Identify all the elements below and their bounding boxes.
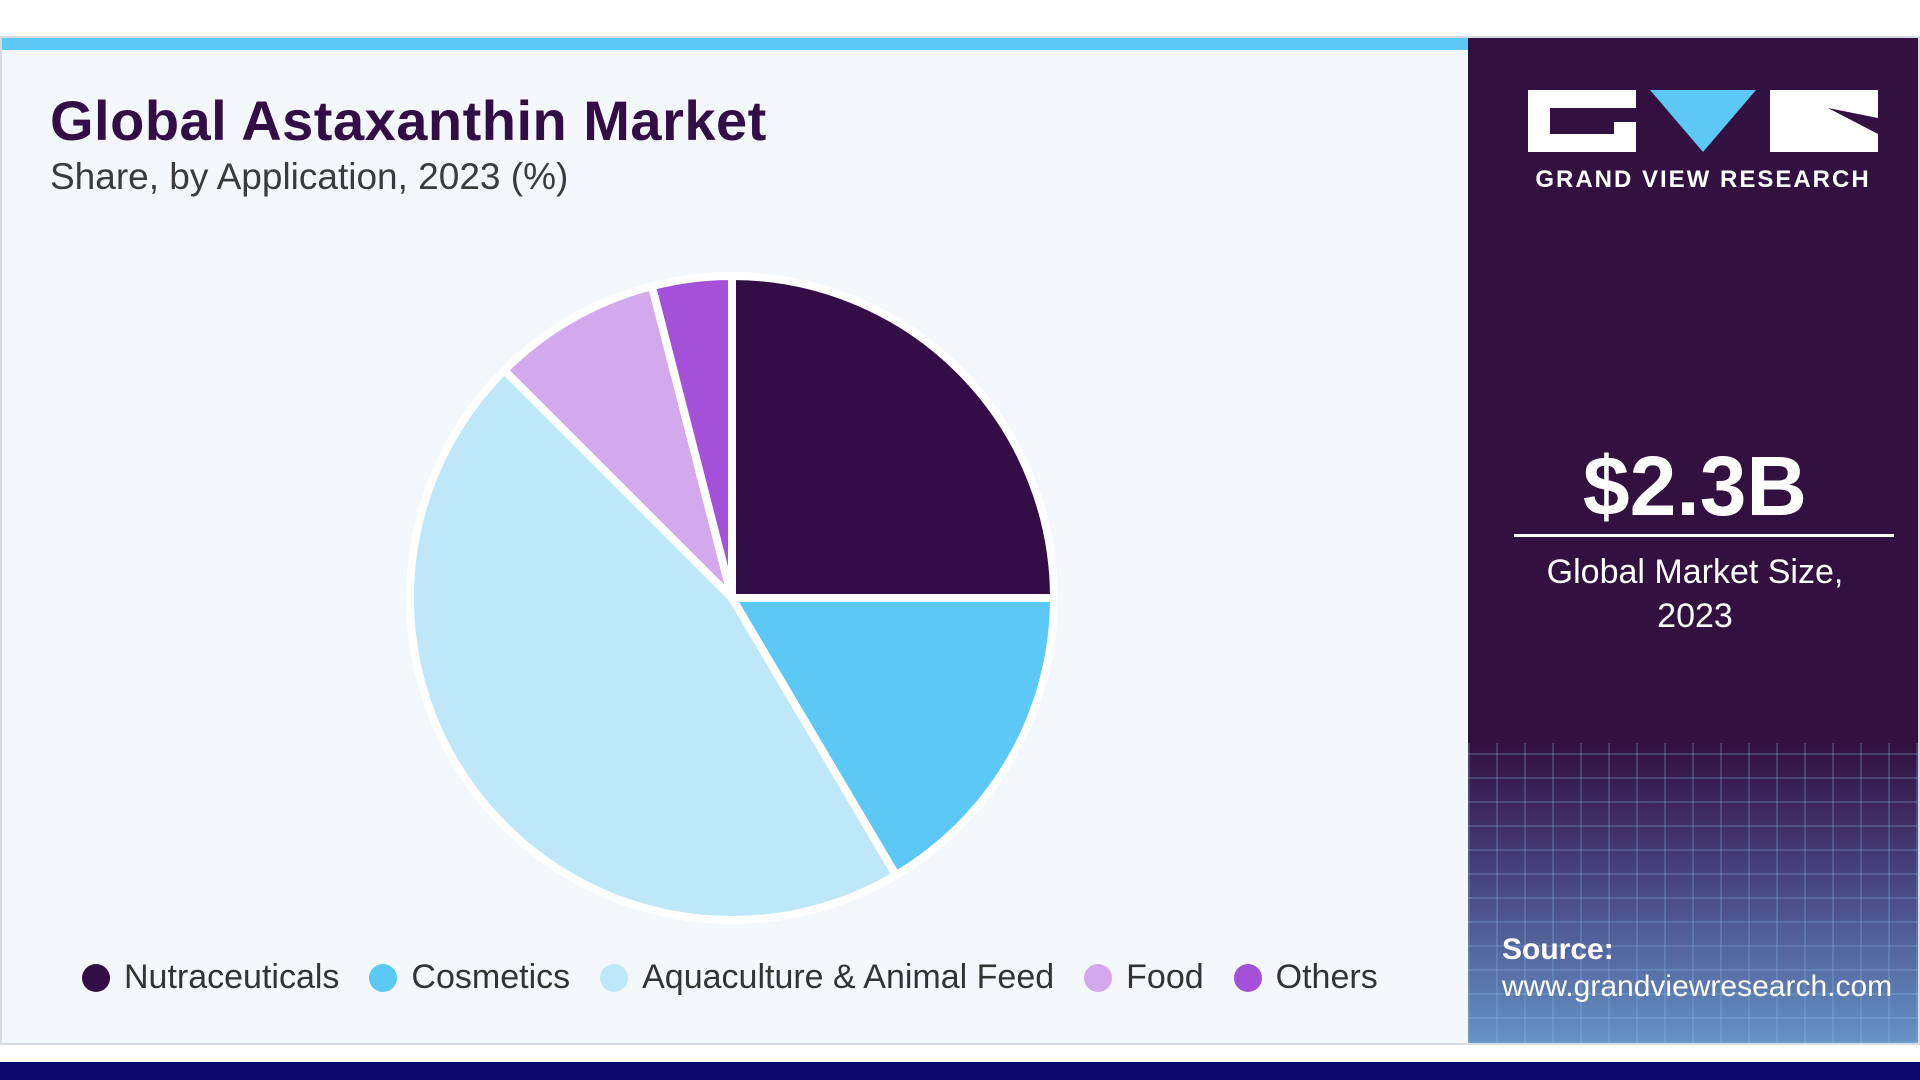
decorative-grid-band	[1468, 743, 1918, 1043]
legend-item-others: Others	[1233, 958, 1378, 997]
legend-swatch	[600, 963, 629, 992]
chart-card: Global Astaxanthin Market Share, by Appl…	[0, 36, 1920, 1045]
legend-item-nutraceuticals: Nutraceuticals	[82, 958, 339, 997]
pie-slice-others	[647, 272, 736, 602]
legend-swatch	[82, 963, 110, 992]
legend-item-cosmetics: Cosmetics	[369, 958, 570, 997]
pie-slice-cosmetics	[728, 594, 1058, 880]
market-size-value: $2.3B	[1582, 439, 1808, 533]
legend-swatch	[1233, 963, 1262, 992]
legend-label: Cosmetics	[411, 958, 571, 996]
market-size-label: Global Market Size, 2023	[1546, 553, 1844, 636]
chart-legend: Nutraceuticals Cosmetics Aquaculture & Ani…	[82, 958, 1408, 997]
source-label: Source:	[1502, 933, 1614, 966]
chart-panel: Global Astaxanthin Market Share, by Appl…	[2, 38, 1468, 1043]
bottom-bar	[0, 1062, 1920, 1080]
legend-label: Nutraceuticals	[124, 958, 340, 996]
legend-swatch	[369, 963, 398, 992]
summary-panel: GRAND VIEW RESEARCH $2.3B Global Market …	[1468, 38, 1918, 1043]
legend-item-food: Food	[1084, 958, 1204, 997]
brand-name: GRAND VIEW RESEARCH	[1535, 166, 1871, 193]
chart-subtitle: Share, by Application, 2023 (%)	[50, 156, 569, 197]
source-link[interactable]: www.grandviewresearch.com	[1502, 970, 1893, 1003]
pie-chart	[406, 272, 1058, 924]
legend-swatch	[1084, 963, 1113, 992]
value-divider	[1514, 534, 1894, 537]
chart-title: Global Astaxanthin Market	[50, 89, 767, 152]
gvr-logo-icon	[1528, 90, 1878, 152]
legend-label: Others	[1275, 958, 1378, 996]
legend-label: Aquaculture & Animal Feed	[642, 958, 1055, 996]
legend-item-aquaculture-animal-feed: Aquaculture & Animal Feed	[600, 958, 1054, 997]
accent-bar	[2, 38, 1468, 50]
pie-slice-food	[500, 282, 736, 602]
pie-slice-aquaculture-animal-feed	[406, 366, 900, 924]
legend-label: Food	[1126, 958, 1204, 996]
pie-slice-nutraceuticals	[728, 272, 1058, 602]
